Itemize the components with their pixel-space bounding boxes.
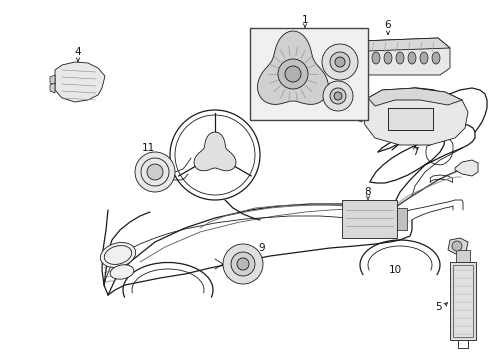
Polygon shape bbox=[367, 88, 461, 106]
Ellipse shape bbox=[278, 59, 307, 89]
Ellipse shape bbox=[431, 52, 439, 64]
Text: 4: 4 bbox=[75, 47, 81, 57]
Text: 2: 2 bbox=[358, 52, 365, 62]
Polygon shape bbox=[55, 62, 105, 102]
Ellipse shape bbox=[347, 52, 355, 64]
Polygon shape bbox=[325, 38, 449, 75]
Ellipse shape bbox=[395, 52, 403, 64]
Text: 8: 8 bbox=[364, 187, 370, 197]
Polygon shape bbox=[325, 42, 334, 75]
Ellipse shape bbox=[321, 44, 357, 80]
Ellipse shape bbox=[359, 52, 367, 64]
Ellipse shape bbox=[451, 241, 461, 251]
Ellipse shape bbox=[334, 57, 345, 67]
Bar bbox=[249, 28, 367, 120]
Polygon shape bbox=[355, 110, 361, 122]
Text: 9: 9 bbox=[258, 243, 265, 253]
Polygon shape bbox=[447, 238, 467, 254]
Text: 6: 6 bbox=[384, 20, 390, 30]
Ellipse shape bbox=[371, 52, 379, 64]
Ellipse shape bbox=[329, 88, 346, 104]
Polygon shape bbox=[50, 75, 55, 85]
Ellipse shape bbox=[237, 258, 248, 270]
Ellipse shape bbox=[329, 52, 349, 72]
Ellipse shape bbox=[147, 164, 163, 180]
Bar bbox=[396, 208, 406, 230]
Ellipse shape bbox=[419, 52, 427, 64]
Polygon shape bbox=[361, 88, 467, 145]
Bar bbox=[387, 108, 432, 130]
Ellipse shape bbox=[335, 52, 343, 64]
Text: 5: 5 bbox=[434, 302, 440, 312]
Text: 7: 7 bbox=[411, 147, 417, 157]
Text: 1: 1 bbox=[301, 15, 307, 25]
Polygon shape bbox=[194, 132, 236, 171]
Ellipse shape bbox=[333, 92, 341, 100]
Bar bbox=[449, 262, 475, 340]
Ellipse shape bbox=[100, 243, 135, 267]
Bar bbox=[341, 200, 396, 238]
Polygon shape bbox=[257, 31, 328, 104]
Ellipse shape bbox=[135, 152, 175, 192]
Text: 11: 11 bbox=[141, 143, 154, 153]
Ellipse shape bbox=[230, 252, 254, 276]
Ellipse shape bbox=[223, 244, 263, 284]
Text: 10: 10 bbox=[387, 265, 401, 275]
Bar bbox=[455, 250, 469, 262]
Polygon shape bbox=[334, 38, 449, 52]
Polygon shape bbox=[454, 160, 477, 176]
Ellipse shape bbox=[285, 66, 301, 82]
Ellipse shape bbox=[110, 265, 134, 279]
Text: 3: 3 bbox=[358, 90, 365, 100]
Ellipse shape bbox=[407, 52, 415, 64]
Bar bbox=[452, 265, 472, 337]
Ellipse shape bbox=[383, 52, 391, 64]
Bar bbox=[387, 108, 432, 130]
Ellipse shape bbox=[323, 81, 352, 111]
Polygon shape bbox=[50, 83, 55, 93]
